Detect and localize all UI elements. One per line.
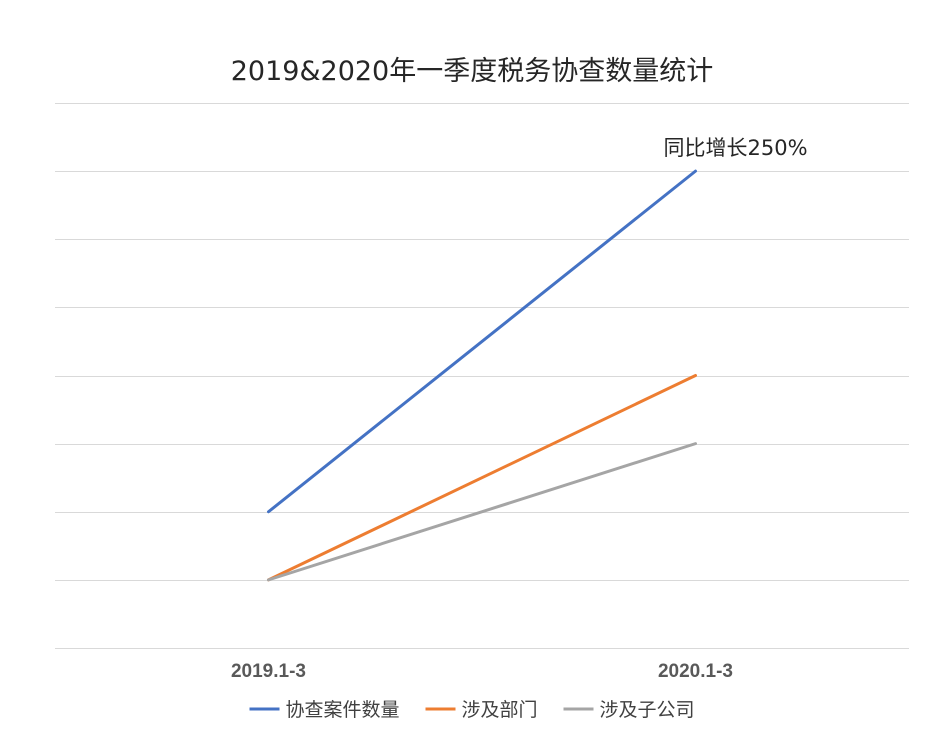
legend: 协查案件数量 涉及部门 涉及子公司 [249, 699, 695, 721]
legend-label: 涉及子公司 [600, 699, 695, 721]
series-line-1 [267, 374, 697, 582]
gridlines [55, 103, 909, 649]
annotation-label: 同比增长250% [664, 136, 808, 160]
series-line-0 [267, 169, 697, 514]
x-tick-label: 2019.1-3 [231, 661, 306, 682]
annotations: 同比增长250% [664, 136, 808, 160]
x-axis-tick-labels: 2019.1-3 2020.1-3 [231, 661, 733, 682]
series-lines [267, 169, 697, 582]
series-line-2 [267, 442, 697, 582]
x-tick-label: 2020.1-3 [658, 661, 733, 682]
legend-label: 涉及部门 [462, 699, 538, 721]
chart-title: 2019&2020年一季度税务协查数量统计 [231, 56, 713, 87]
legend-label: 协查案件数量 [286, 699, 400, 721]
